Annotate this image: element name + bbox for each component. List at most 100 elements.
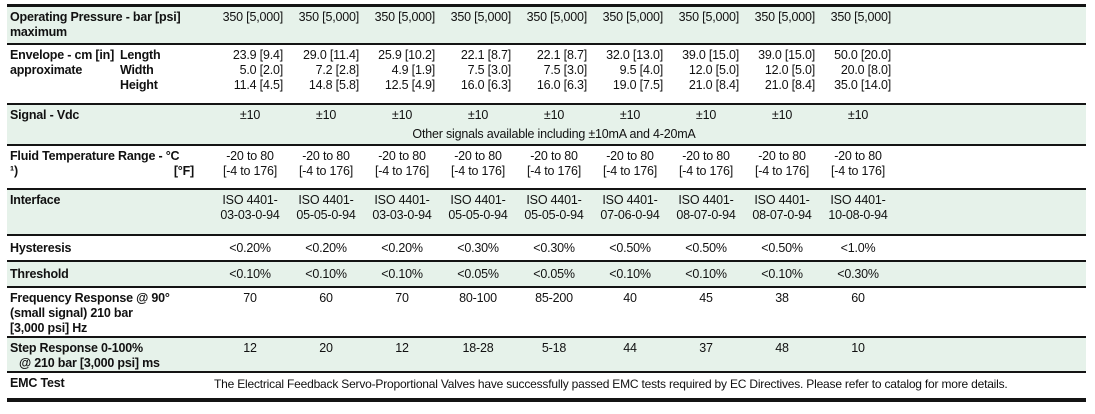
threshold-value: <0.10% <box>609 267 651 281</box>
signal-value: ±10 <box>467 108 489 122</box>
envelope-height-value: 19.0 [7.5] <box>612 78 663 92</box>
step-response-value: 10 <box>851 341 865 355</box>
step-response-label-line1: Step Response 0-100% <box>10 341 143 355</box>
operating-pressure-value: 350 [5,000] <box>450 10 512 24</box>
emc-test-statement: The Electrical Feedback Servo-Proportion… <box>214 377 1008 391</box>
envelope-length-value: 39.0 [15.0] <box>682 48 739 62</box>
frequency-response-value: 38 <box>775 291 789 305</box>
row-interface: Interface ISO 4401- 03-03-0-94 ISO 4401- 0… <box>7 190 1086 236</box>
fluid-temp-c: -20 to 80 <box>606 149 654 163</box>
signal-value: ±10 <box>239 108 261 122</box>
operating-pressure-value: 350 [5,000] <box>374 10 436 24</box>
envelope-length-value: 25.9 [10.2] <box>378 48 435 62</box>
signal-value: ±10 <box>695 108 717 122</box>
row-operating-pressure: Operating Pressure - bar [psi] maximum 3… <box>7 7 1086 45</box>
interface-code: 05-05-0-94 <box>524 208 584 222</box>
envelope-value: 22.1 [8.7] 7.5 [3.0] 16.0 [6.3] <box>516 45 592 103</box>
fluid-temp-f: [-4 to 176] <box>526 164 582 178</box>
interface-standard: ISO 4401- <box>222 193 278 207</box>
frequency-response-value: 70 <box>243 291 257 305</box>
interface-value: ISO 4401- 05-05-0-94 <box>288 190 364 234</box>
envelope-value: 22.1 [8.7] 7.5 [3.0] 16.0 [6.3] <box>440 45 516 103</box>
envelope-value: 39.0 [15.0] 12.0 [5.0] 21.0 [8.4] <box>668 45 744 103</box>
interface-code: 08-07-0-94 <box>752 208 812 222</box>
footnote-mark: ¹) <box>10 164 18 178</box>
envelope-width-value: 7.5 [3.0] <box>543 63 588 77</box>
envelope-label-main: Envelope - cm [in] approximate <box>10 48 120 103</box>
operating-pressure-label-line1: Operating Pressure - bar [psi] <box>10 10 181 24</box>
envelope-length-value: 32.0 [13.0] <box>606 48 663 62</box>
signal-value: ±10 <box>771 108 793 122</box>
emc-test-label: EMC Test <box>10 376 65 390</box>
interface-value: ISO 4401- 03-03-0-94 <box>212 190 288 234</box>
step-response-value: 44 <box>623 341 637 355</box>
fluid-temp-f: [-4 to 176] <box>754 164 810 178</box>
interface-standard: ISO 4401- <box>830 193 886 207</box>
envelope-length-value: 22.1 [8.7] <box>460 48 511 62</box>
hysteresis-value: <1.0% <box>840 241 876 255</box>
fluid-temp-unit-f: [°F] <box>173 164 194 178</box>
threshold-value: <0.30% <box>837 267 879 281</box>
fluid-temp-value: -20 to 80 [-4 to 176] <box>668 146 744 188</box>
fluid-temp-value: -20 to 80 [-4 to 176] <box>744 146 820 188</box>
fluid-temp-c: -20 to 80 <box>682 149 730 163</box>
envelope-height-value: 12.5 [4.9] <box>384 78 435 92</box>
frequency-response-label-line1: Frequency Response @ 90° <box>10 291 170 305</box>
fluid-temp-value: -20 to 80 [-4 to 176] <box>820 146 896 188</box>
fluid-temp-value: -20 to 80 [-4 to 176] <box>516 146 592 188</box>
interface-standard: ISO 4401- <box>374 193 430 207</box>
threshold-value: <0.10% <box>381 267 423 281</box>
fluid-temp-c: -20 to 80 <box>378 149 426 163</box>
valve-spec-table: Operating Pressure - bar [psi] maximum 3… <box>7 4 1086 402</box>
hysteresis-value: <0.20% <box>381 241 423 255</box>
envelope-label-line2: approximate <box>10 63 83 77</box>
step-response-value: 12 <box>243 341 257 355</box>
operating-pressure-label-line2: maximum <box>10 25 67 39</box>
operating-pressure-value: 350 [5,000] <box>678 10 740 24</box>
hysteresis-value: <0.30% <box>457 241 499 255</box>
threshold-value: <0.10% <box>761 267 803 281</box>
step-response-value: 5-18 <box>541 341 567 355</box>
row-hysteresis: Hysteresis <0.20% <0.20% <0.20% <0.30% <… <box>7 236 1086 262</box>
hysteresis-value: <0.50% <box>761 241 803 255</box>
signal-value: ±10 <box>315 108 337 122</box>
fluid-temp-c: -20 to 80 <box>226 149 274 163</box>
step-response-label-line2: @ 210 bar [3,000 psi] ms <box>19 356 160 370</box>
threshold-label: Threshold <box>10 267 69 281</box>
envelope-label-line1: Envelope - cm [in] <box>10 48 115 62</box>
fluid-temp-c: -20 to 80 <box>834 149 882 163</box>
row-threshold: Threshold <0.10% <0.10% <0.10% <0.05% <0… <box>7 262 1086 288</box>
interface-value: ISO 4401- 08-07-0-94 <box>744 190 820 234</box>
envelope-value: 25.9 [10.2] 4.9 [1.9] 12.5 [4.9] <box>364 45 440 103</box>
envelope-sub-label-width: Width <box>120 63 154 77</box>
envelope-width-value: 9.5 [4.0] <box>619 63 664 77</box>
frequency-response-value: 60 <box>319 291 333 305</box>
envelope-height-value: 16.0 [6.3] <box>460 78 511 92</box>
fluid-temp-value: -20 to 80 [-4 to 176] <box>212 146 288 188</box>
fluid-temp-label: Fluid Temperature Range - °C ¹) [°F] <box>7 146 212 188</box>
operating-pressure-value: 350 [5,000] <box>602 10 664 24</box>
envelope-height-value: 16.0 [6.3] <box>536 78 587 92</box>
signal-value: ±10 <box>543 108 565 122</box>
interface-value: ISO 4401- 03-03-0-94 <box>364 190 440 234</box>
operating-pressure-value: 350 [5,000] <box>754 10 816 24</box>
fluid-temp-f: [-4 to 176] <box>602 164 658 178</box>
interface-value: ISO 4401- 05-05-0-94 <box>440 190 516 234</box>
frequency-response-value: 70 <box>395 291 409 305</box>
envelope-width-value: 12.0 [5.0] <box>764 63 815 77</box>
row-step-response: Step Response 0-100% @ 210 bar [3,000 ps… <box>7 338 1086 373</box>
envelope-value: 32.0 [13.0] 9.5 [4.0] 19.0 [7.5] <box>592 45 668 103</box>
interface-standard: ISO 4401- <box>678 193 734 207</box>
envelope-label: Envelope - cm [in] approximate Length Wi… <box>7 45 212 103</box>
threshold-value: <0.05% <box>457 267 499 281</box>
interface-code: 03-03-0-94 <box>372 208 432 222</box>
envelope-sub-label-height: Height <box>120 78 158 92</box>
hysteresis-label: Hysteresis <box>10 241 72 255</box>
hysteresis-value: <0.20% <box>229 241 271 255</box>
operating-pressure-value: 350 [5,000] <box>830 10 892 24</box>
frequency-response-label-line3: [3,000 psi] Hz <box>10 321 88 335</box>
fluid-temp-value: -20 to 80 [-4 to 176] <box>364 146 440 188</box>
fluid-temp-f: [-4 to 176] <box>374 164 430 178</box>
interface-label: Interface <box>10 193 61 207</box>
frequency-response-value: 80-100 <box>459 291 497 305</box>
